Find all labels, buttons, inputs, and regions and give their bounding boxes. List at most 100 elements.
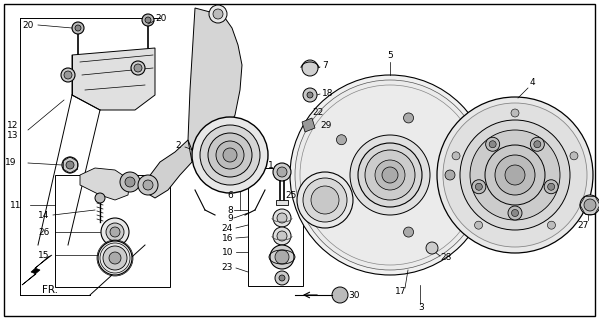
Bar xyxy=(55,175,170,287)
Text: 12: 12 xyxy=(7,121,19,130)
Circle shape xyxy=(295,80,485,270)
Circle shape xyxy=(443,103,587,247)
Circle shape xyxy=(109,252,121,264)
Circle shape xyxy=(290,75,490,275)
Circle shape xyxy=(143,180,153,190)
Circle shape xyxy=(145,17,151,23)
Circle shape xyxy=(142,14,154,26)
Text: 7: 7 xyxy=(322,60,328,69)
Circle shape xyxy=(350,135,430,215)
Text: 26: 26 xyxy=(38,228,49,236)
Text: 19: 19 xyxy=(5,157,17,166)
Circle shape xyxy=(584,199,596,211)
Circle shape xyxy=(273,209,291,227)
Circle shape xyxy=(404,227,413,237)
Circle shape xyxy=(534,141,541,148)
Circle shape xyxy=(209,5,227,23)
Circle shape xyxy=(192,117,268,193)
Circle shape xyxy=(273,227,291,245)
Circle shape xyxy=(273,163,291,181)
Circle shape xyxy=(365,150,415,200)
Text: 30: 30 xyxy=(348,291,359,300)
Circle shape xyxy=(208,133,252,177)
Circle shape xyxy=(508,206,522,220)
Circle shape xyxy=(452,152,460,160)
Circle shape xyxy=(303,88,317,102)
Circle shape xyxy=(474,221,483,229)
Circle shape xyxy=(110,227,120,237)
Circle shape xyxy=(311,186,339,214)
Text: 27: 27 xyxy=(577,220,589,229)
Text: 3: 3 xyxy=(418,303,423,313)
Circle shape xyxy=(530,137,544,151)
Text: 8: 8 xyxy=(227,205,233,214)
Circle shape xyxy=(101,218,129,246)
Text: 23: 23 xyxy=(222,263,233,273)
Text: 29: 29 xyxy=(320,121,331,130)
Circle shape xyxy=(544,180,558,194)
Circle shape xyxy=(200,125,260,185)
Circle shape xyxy=(547,221,555,229)
Circle shape xyxy=(404,113,413,123)
Circle shape xyxy=(277,167,287,177)
Polygon shape xyxy=(188,8,242,158)
Circle shape xyxy=(470,130,560,220)
Text: 11: 11 xyxy=(10,201,22,210)
Circle shape xyxy=(66,161,74,169)
Circle shape xyxy=(98,241,132,275)
Circle shape xyxy=(512,210,519,217)
Text: 6: 6 xyxy=(227,190,233,199)
Circle shape xyxy=(460,120,570,230)
Circle shape xyxy=(223,148,237,162)
Circle shape xyxy=(138,175,158,195)
Text: 13: 13 xyxy=(7,131,19,140)
Circle shape xyxy=(75,25,81,31)
Circle shape xyxy=(437,97,593,253)
Circle shape xyxy=(489,141,496,148)
Circle shape xyxy=(358,143,422,207)
Circle shape xyxy=(337,135,346,145)
Circle shape xyxy=(270,245,294,269)
Circle shape xyxy=(61,68,75,82)
Circle shape xyxy=(297,172,353,228)
Circle shape xyxy=(370,155,410,195)
Circle shape xyxy=(505,165,525,185)
Text: 4: 4 xyxy=(530,77,536,86)
Bar xyxy=(248,168,303,286)
Circle shape xyxy=(131,61,145,75)
Polygon shape xyxy=(72,48,155,110)
Circle shape xyxy=(134,64,142,72)
Circle shape xyxy=(103,246,127,270)
Circle shape xyxy=(277,231,287,241)
Polygon shape xyxy=(145,140,192,198)
Circle shape xyxy=(307,92,313,98)
Text: 20: 20 xyxy=(22,20,34,29)
Text: 25: 25 xyxy=(286,190,297,199)
Polygon shape xyxy=(22,255,52,285)
Text: 20: 20 xyxy=(155,13,167,22)
Circle shape xyxy=(275,250,289,264)
Circle shape xyxy=(213,9,223,19)
Text: 18: 18 xyxy=(322,89,334,98)
Text: 14: 14 xyxy=(38,211,49,220)
Circle shape xyxy=(332,287,348,303)
Circle shape xyxy=(337,205,346,215)
Text: 10: 10 xyxy=(222,247,233,257)
Circle shape xyxy=(495,155,535,195)
Text: FR.: FR. xyxy=(42,285,58,295)
Circle shape xyxy=(275,271,289,285)
Circle shape xyxy=(277,213,287,223)
Circle shape xyxy=(62,157,78,173)
Text: 22: 22 xyxy=(312,108,323,116)
Circle shape xyxy=(476,183,482,190)
Circle shape xyxy=(95,193,105,203)
Text: 16: 16 xyxy=(222,234,233,243)
Circle shape xyxy=(64,71,72,79)
Circle shape xyxy=(511,109,519,117)
Circle shape xyxy=(382,167,398,183)
Circle shape xyxy=(120,172,140,192)
Circle shape xyxy=(106,223,124,241)
Circle shape xyxy=(580,195,599,215)
Circle shape xyxy=(375,160,405,190)
Circle shape xyxy=(302,60,318,76)
